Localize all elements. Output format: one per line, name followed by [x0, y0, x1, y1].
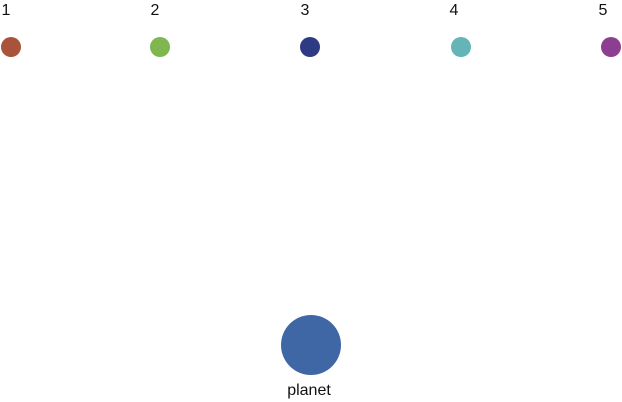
node-3-label: 3	[300, 2, 310, 19]
planet-circle	[281, 315, 341, 375]
node-1-dot	[1, 37, 21, 57]
node-2-label: 2	[150, 2, 160, 19]
node-5-label: 5	[598, 2, 608, 19]
node-5-dot	[601, 37, 621, 57]
planet-label: planet	[287, 382, 331, 399]
node-2-dot	[150, 37, 170, 57]
node-4-dot	[451, 37, 471, 57]
node-1-label: 1	[1, 2, 11, 19]
node-3-dot	[300, 37, 320, 57]
node-4-label: 4	[449, 2, 459, 19]
